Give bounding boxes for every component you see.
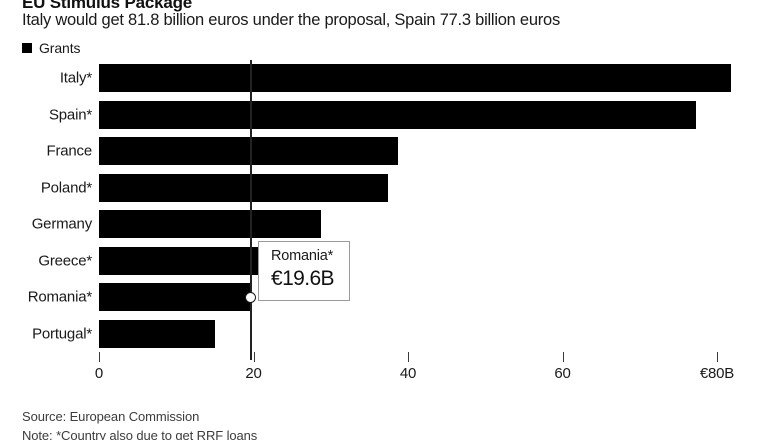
chart-kicker-title: EU Stimulus Package [22, 0, 193, 12]
x-axis-tick-label: 60 [554, 365, 571, 382]
bar-row[interactable]: Poland* [0, 170, 780, 207]
category-label: Greece* [38, 252, 92, 270]
bar-grants[interactable] [99, 283, 251, 312]
legend-label-grants: Grants [39, 40, 81, 56]
category-label: Portugal* [32, 325, 92, 343]
category-label: Spain* [48, 106, 92, 124]
tooltip-romania[interactable]: Romania* €19.6B [258, 241, 350, 301]
bar-grants[interactable] [99, 319, 215, 348]
x-axis-tick [562, 352, 564, 362]
plot-area: Italy* Spain* France Poland* Germany Greece* R… [0, 60, 780, 360]
bar-row[interactable]: Romania* [0, 279, 780, 316]
x-axis-tick [408, 352, 410, 362]
bar-grants[interactable] [99, 246, 274, 275]
bar-grants[interactable] [99, 210, 322, 239]
x-axis-tick-label: 0 [94, 365, 104, 382]
x-axis-tick [717, 352, 719, 362]
legend-swatch-grants-icon [22, 43, 32, 53]
chart-subtitle: Italy would get 81.8 billion euros under… [22, 11, 560, 29]
bar-row[interactable]: Italy* [0, 60, 780, 97]
category-label: Germany [31, 215, 92, 233]
tooltip-value: €19.6B [271, 266, 335, 290]
bar-row[interactable]: Spain* [0, 97, 780, 134]
x-axis-tick [253, 352, 255, 362]
chart-footer: Source: European Commission Note: *Count… [22, 408, 257, 440]
bar-row[interactable]: Portugal* [0, 316, 780, 353]
footer-source: Source: European Commission [22, 409, 200, 424]
bar-grants[interactable] [99, 64, 731, 93]
bar-row[interactable]: Greece* [0, 243, 780, 280]
x-axis-tick-label: 20 [245, 365, 262, 382]
footer-note: Note: *Country also due to get RRF loans [22, 427, 258, 440]
bar-row[interactable]: Germany [0, 206, 780, 243]
category-label: Poland* [40, 179, 92, 197]
x-axis-tick-label: 40 [399, 365, 417, 382]
chart-legend: Grants [22, 40, 81, 56]
reference-line-20 [250, 60, 252, 360]
bar-grants[interactable] [99, 137, 398, 166]
bar-rows: Italy* Spain* France Poland* Germany Greece* R… [0, 60, 780, 352]
x-axis: 0 20 40 60 €80B [0, 352, 780, 392]
bar-grants[interactable] [99, 173, 388, 202]
bar-row[interactable]: France [0, 133, 780, 170]
bar-grants[interactable] [99, 100, 697, 129]
category-label: France [46, 142, 93, 160]
x-axis-tick-label: €80B [699, 365, 735, 382]
highlight-point-romania[interactable] [244, 291, 256, 303]
x-axis-tick [99, 352, 101, 362]
category-label: Romania* [27, 288, 92, 306]
category-label: Italy* [59, 69, 92, 87]
tooltip-title: Romania* [271, 248, 334, 264]
